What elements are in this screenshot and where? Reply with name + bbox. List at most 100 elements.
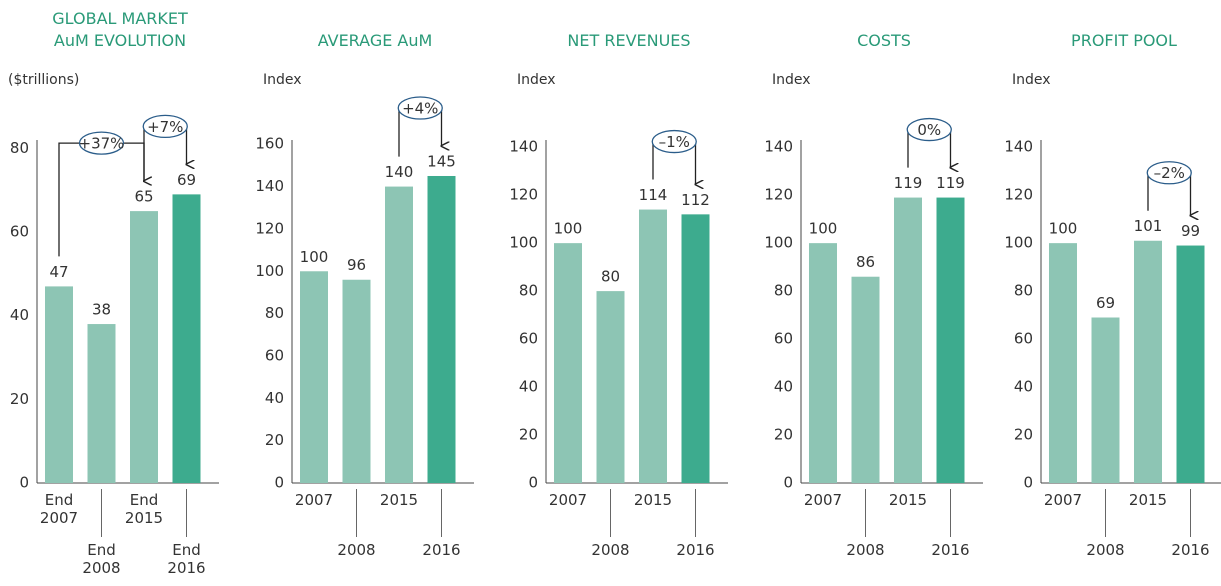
bar <box>809 243 837 483</box>
y-tick-label: 140 <box>1004 138 1033 156</box>
y-tick-label: 40 <box>774 378 793 396</box>
bar <box>936 197 965 483</box>
x-tick-label: 2008 <box>1086 541 1125 559</box>
annotation-label: +37% <box>79 135 125 153</box>
bar <box>172 194 201 483</box>
x-tick-label: 2016 <box>1171 541 1210 559</box>
y-tick-label: 40 <box>519 378 538 396</box>
y-tick-label: 160 <box>255 135 284 153</box>
value-label: 119 <box>936 174 965 192</box>
annotation-label: +4% <box>402 99 438 117</box>
value-label: 69 <box>177 171 196 189</box>
chart-title: NET REVENUES <box>567 31 691 50</box>
bar <box>894 197 922 483</box>
bar <box>130 211 158 484</box>
axis-label: Index <box>772 72 811 88</box>
y-tick-label: 140 <box>764 138 793 156</box>
bar <box>87 324 116 483</box>
annotation-oval <box>651 129 697 154</box>
x-tick-label: End 2015 <box>124 491 164 527</box>
value-label: 100 <box>300 248 329 266</box>
y-tick-label: 0 <box>528 474 538 492</box>
y-tick-label: 20 <box>519 426 538 444</box>
value-label: 99 <box>1181 222 1200 240</box>
axis-label: Index <box>1012 72 1051 88</box>
x-tick-label: 2015 <box>633 491 673 509</box>
value-label: 100 <box>809 220 838 238</box>
bar <box>385 186 413 483</box>
y-tick-label: 80 <box>519 282 538 300</box>
value-label: 140 <box>385 163 414 181</box>
bar <box>639 209 667 483</box>
y-tick-label: 120 <box>509 186 538 204</box>
y-tick-label: 40 <box>10 306 29 324</box>
x-tick-label: 2008 <box>846 541 885 559</box>
x-tick-label: 2008 <box>591 541 630 559</box>
y-tick-label: 0 <box>1023 474 1033 492</box>
value-label: 114 <box>639 186 668 204</box>
value-label: 145 <box>427 152 456 170</box>
y-tick-label: 20 <box>10 390 29 408</box>
bar <box>554 243 582 483</box>
bar <box>596 291 625 483</box>
value-label: 112 <box>681 191 710 209</box>
x-tick-label: 2016 <box>676 541 715 559</box>
x-tick-label: 2016 <box>422 541 461 559</box>
y-tick-label: 20 <box>774 426 793 444</box>
y-tick-label: 120 <box>1004 186 1033 204</box>
annotation-label: 0% <box>917 121 941 139</box>
x-tick-label: End 2008 <box>82 541 121 577</box>
axis-label: Index <box>263 72 302 88</box>
annotation-label: –1% <box>659 133 690 151</box>
y-tick-label: 0 <box>19 474 29 492</box>
x-tick-label: 2007 <box>803 491 843 509</box>
y-tick-label: 80 <box>774 282 793 300</box>
x-tick-label: 2007 <box>1043 491 1083 509</box>
bar <box>1176 245 1205 483</box>
y-tick-label: 20 <box>265 431 284 449</box>
x-tick-label: 2015 <box>888 491 928 509</box>
y-tick-label: 100 <box>764 234 793 252</box>
x-tick-label: 2016 <box>931 541 970 559</box>
annotation-label: +7% <box>147 118 183 136</box>
annotation-oval <box>397 96 443 120</box>
value-label: 47 <box>49 263 68 281</box>
axis-label: ($trillions) <box>8 72 80 88</box>
annotation-oval <box>78 131 125 155</box>
y-tick-label: 60 <box>10 223 29 241</box>
value-label: 100 <box>1049 220 1078 238</box>
bar <box>1091 317 1120 483</box>
y-tick-label: 60 <box>774 330 793 348</box>
y-tick-label: 0 <box>274 474 284 492</box>
annotation-oval <box>1146 161 1192 185</box>
y-tick-label: 60 <box>1014 330 1033 348</box>
y-tick-label: 100 <box>1004 234 1033 252</box>
chart-title: PROFIT POOL <box>1071 31 1177 50</box>
bar <box>427 175 456 483</box>
value-label: 100 <box>554 220 583 238</box>
value-label: 96 <box>347 256 366 274</box>
y-tick-label: 140 <box>509 138 538 156</box>
y-tick-label: 20 <box>1014 426 1033 444</box>
annotation-oval <box>142 114 188 139</box>
y-tick-label: 120 <box>255 219 284 237</box>
value-label: 86 <box>856 253 875 271</box>
bar <box>342 279 371 483</box>
value-label: 38 <box>92 301 111 319</box>
bar <box>45 286 73 483</box>
y-tick-label: 60 <box>265 346 284 364</box>
y-tick-label: 80 <box>10 139 29 157</box>
y-tick-label: 120 <box>764 186 793 204</box>
bar <box>1134 240 1162 483</box>
y-tick-label: 80 <box>1014 282 1033 300</box>
chart-title: COSTS <box>857 31 911 50</box>
bar <box>681 214 710 484</box>
x-tick-label: 2015 <box>1128 491 1168 509</box>
chart-title: GLOBAL MARKET AuM EVOLUTION <box>52 9 188 50</box>
y-tick-label: 80 <box>265 304 284 322</box>
bar <box>300 271 328 483</box>
x-tick-label: 2015 <box>379 491 419 509</box>
value-label: 119 <box>894 174 923 192</box>
